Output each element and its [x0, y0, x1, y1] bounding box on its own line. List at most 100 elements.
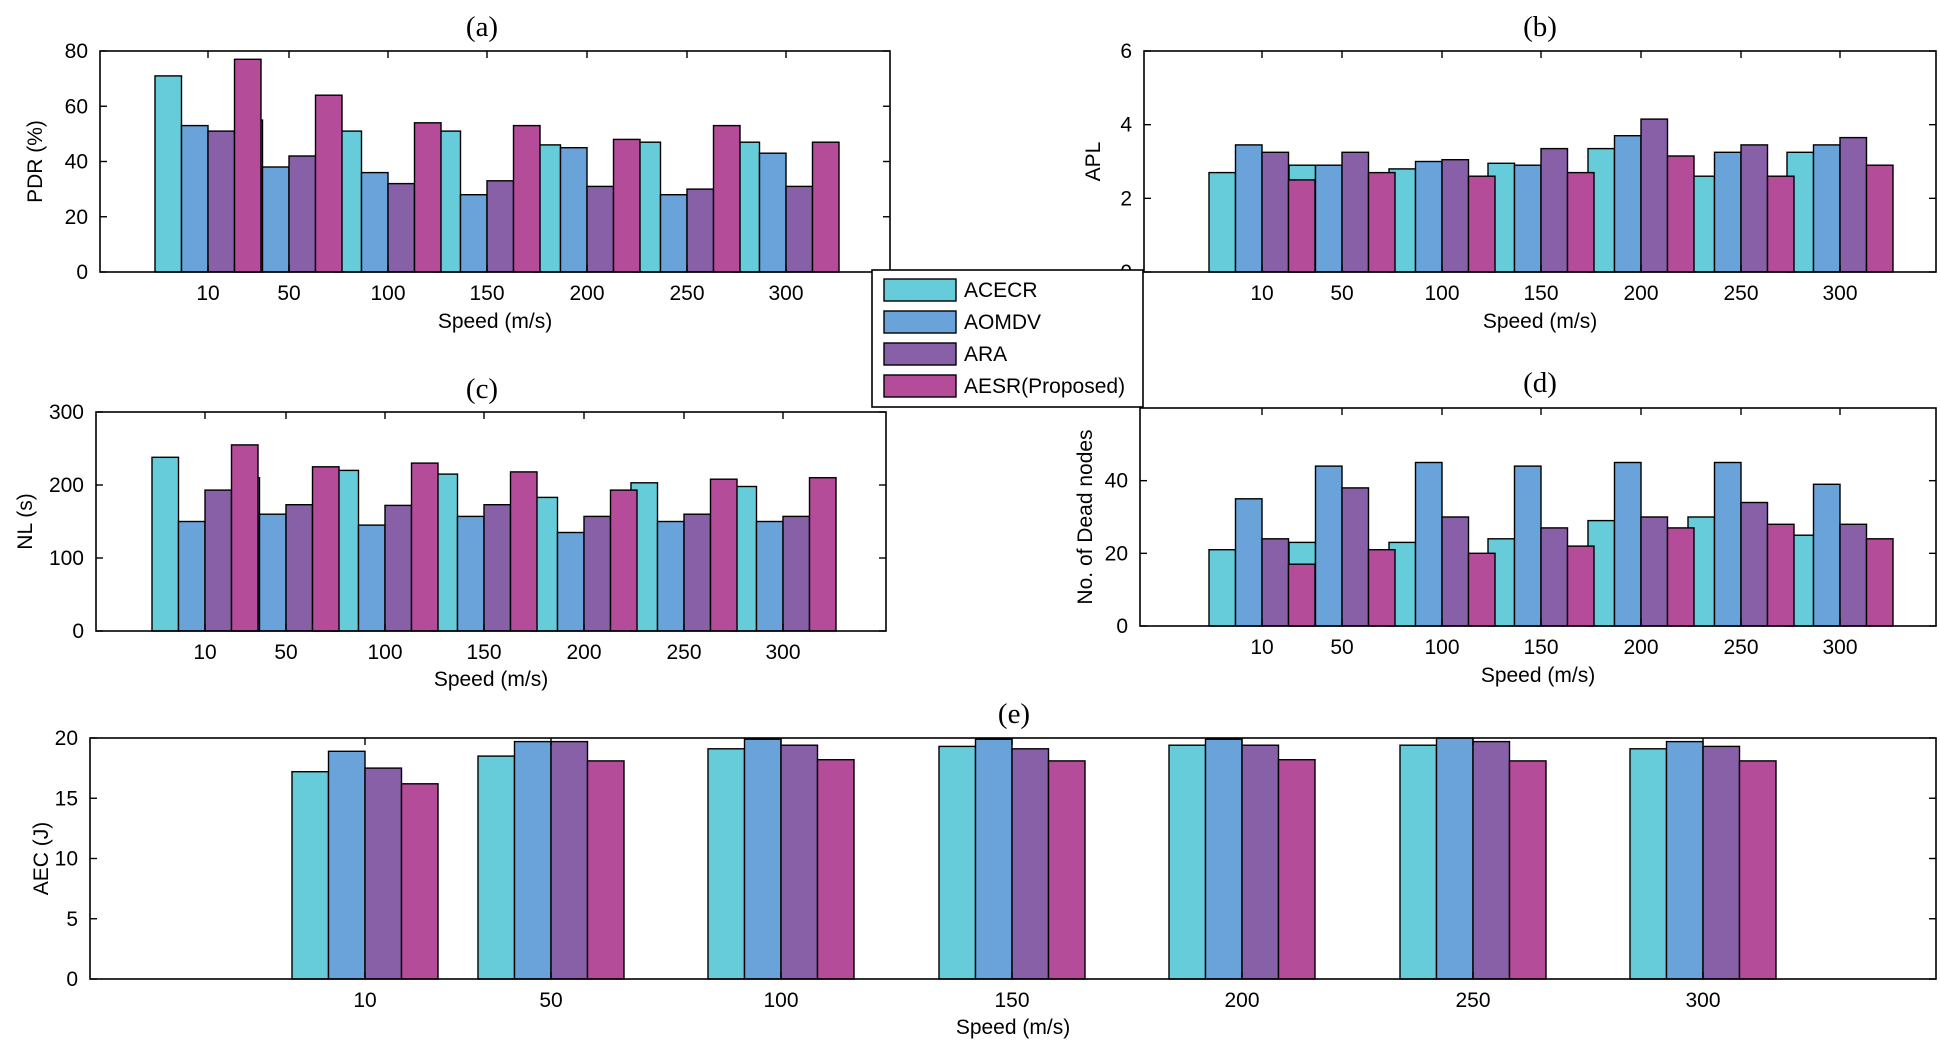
- bar-d-aesr-150: [1566, 545, 1595, 627]
- bar-d-ara-10: [1261, 538, 1290, 627]
- x-tick-label-d-100: 100: [1424, 636, 1459, 659]
- y-tick-label-a-20: 20: [65, 206, 88, 229]
- bar-c-aomdv-250: [656, 520, 685, 632]
- legend-label-aomdv: AOMDV: [964, 311, 1041, 334]
- x-tick-label-d-250: 250: [1723, 636, 1758, 659]
- bar-e-acecr-250: [1399, 744, 1438, 980]
- bar-c-ara-100: [384, 504, 413, 632]
- bar-e-aomdv-250: [1435, 737, 1474, 980]
- bar-d-ara-50: [1341, 487, 1370, 627]
- bar-a-ara-50: [288, 155, 317, 273]
- bar-c-aomdv-300: [755, 520, 784, 632]
- x-tick-label-d-150: 150: [1523, 636, 1558, 659]
- bar-e-aomdv-300: [1665, 740, 1704, 980]
- y-axis-label-a: PDR (%): [24, 120, 47, 203]
- bar-a-aomdv-300: [758, 152, 787, 273]
- bar-d-aomdv-50: [1314, 465, 1343, 627]
- legend-swatch-aesr: [883, 374, 957, 398]
- x-axis-label-a: Speed (m/s): [438, 310, 552, 333]
- bar-b-aomdv-50: [1314, 164, 1343, 273]
- bar-e-ara-250: [1472, 740, 1511, 980]
- bar-b-aesr-250: [1766, 175, 1795, 273]
- bar-a-ara-250: [686, 188, 715, 273]
- legend-label-acecr: ACECR: [964, 279, 1038, 302]
- bar-c-aesr-300: [808, 477, 837, 632]
- x-tick-label-b-100: 100: [1424, 282, 1459, 305]
- bar-b-aomdv-200: [1613, 134, 1642, 273]
- bar-b-aomdv-150: [1513, 164, 1542, 273]
- bar-e-ara-10: [364, 767, 403, 980]
- bar-a-ara-150: [486, 180, 515, 273]
- x-axis-label-e: Speed (m/s): [956, 1016, 1070, 1039]
- x-tick-label-c-300: 300: [765, 641, 800, 664]
- x-tick-label-b-250: 250: [1723, 282, 1758, 305]
- chart-panel-c: 0 100 200 300 10 50 100 150 200 250 300 (c) Speed (m…: [14, 373, 887, 691]
- x-tick-label-a-300: 300: [768, 282, 803, 305]
- y-tick-label-b-4: 4: [1120, 114, 1132, 137]
- x-axis-label-b: Speed (m/s): [1483, 310, 1597, 333]
- bar-c-aomdv-150: [456, 515, 485, 632]
- bar-e-ara-150: [1011, 748, 1050, 980]
- chart-panel-b: 02461050100150200250300(b)Speed (m/s)APL: [1082, 11, 1937, 333]
- x-tick-label-d-50: 50: [1330, 636, 1353, 659]
- x-tick-label-a-50: 50: [277, 282, 300, 305]
- x-tick-label-c-150: 150: [466, 641, 501, 664]
- bar-e-aesr-10: [400, 783, 439, 980]
- bar-b-ara-150: [1540, 147, 1569, 273]
- plot-frame-c: [95, 411, 887, 632]
- legend-entry-ara: ARA: [883, 342, 1007, 366]
- bar-b-aesr-150: [1566, 171, 1595, 273]
- bar-b-ara-200: [1640, 118, 1669, 273]
- bar-d-acecr-10: [1208, 549, 1237, 627]
- bar-a-aesr-50: [314, 94, 343, 273]
- bar-c-aesr-50: [311, 466, 340, 632]
- bar-d-aomdv-250: [1713, 461, 1742, 627]
- bar-d-ara-250: [1740, 501, 1769, 627]
- bar-c-aomdv-200: [556, 531, 585, 632]
- bar-e-aesr-200: [1277, 759, 1316, 980]
- bar-d-aomdv-150: [1513, 465, 1542, 627]
- y-tick-label-e-5: 5: [66, 908, 78, 931]
- bar-e-ara-50: [550, 740, 589, 980]
- x-tick-label-e-150: 150: [994, 989, 1029, 1012]
- x-tick-label-d-10: 10: [1250, 636, 1273, 659]
- x-tick-label-b-200: 200: [1623, 282, 1658, 305]
- bar-e-aesr-150: [1047, 760, 1086, 980]
- legend-label-ara: ARA: [964, 343, 1007, 366]
- bar-a-aomdv-50: [261, 166, 290, 273]
- x-tick-label-a-150: 150: [469, 282, 504, 305]
- bar-d-ara-150: [1540, 527, 1569, 627]
- y-tick-label-c-200: 200: [49, 474, 84, 497]
- bar-d-aesr-200: [1666, 527, 1695, 627]
- bar-e-aomdv-100: [743, 738, 782, 980]
- bar-a-aomdv-10: [180, 124, 209, 273]
- bar-d-aesr-10: [1287, 563, 1316, 627]
- plot-frame-d: [1139, 407, 1937, 627]
- y-axis-label-b: APL: [1082, 142, 1105, 182]
- y-tick-label-d-20: 20: [1105, 542, 1128, 565]
- chart-panel-a: 0 20 40 60 80 10 50 100 150 200 250 300 (a) Speed (m/…: [24, 11, 891, 333]
- bar-a-aesr-100: [413, 122, 442, 273]
- legend-swatch-aomdv: [883, 310, 957, 334]
- bar-b-aesr-200: [1666, 155, 1695, 273]
- bar-d-aesr-300: [1865, 538, 1894, 627]
- bar-a-aesr-300: [811, 141, 840, 273]
- y-tick-label-a-80: 80: [65, 40, 88, 63]
- x-tick-label-d-300: 300: [1822, 636, 1857, 659]
- x-tick-label-a-10: 10: [196, 282, 219, 305]
- legend-entry-aomdv: AOMDV: [883, 310, 1041, 334]
- bar-c-ara-50: [285, 504, 314, 632]
- bar-e-aesr-100: [816, 759, 855, 980]
- bar-d-ara-300: [1839, 523, 1868, 627]
- bar-d-aesr-250: [1766, 523, 1795, 627]
- x-tick-label-a-250: 250: [669, 282, 704, 305]
- bar-e-acecr-100: [707, 748, 746, 980]
- legend-swatch-ara: [883, 342, 957, 366]
- bar-e-aesr-50: [586, 760, 625, 980]
- bar-a-aomdv-250: [659, 193, 688, 273]
- bar-a-aesr-250: [712, 124, 741, 273]
- x-tick-label-c-250: 250: [666, 641, 701, 664]
- bar-b-aesr-100: [1467, 175, 1496, 273]
